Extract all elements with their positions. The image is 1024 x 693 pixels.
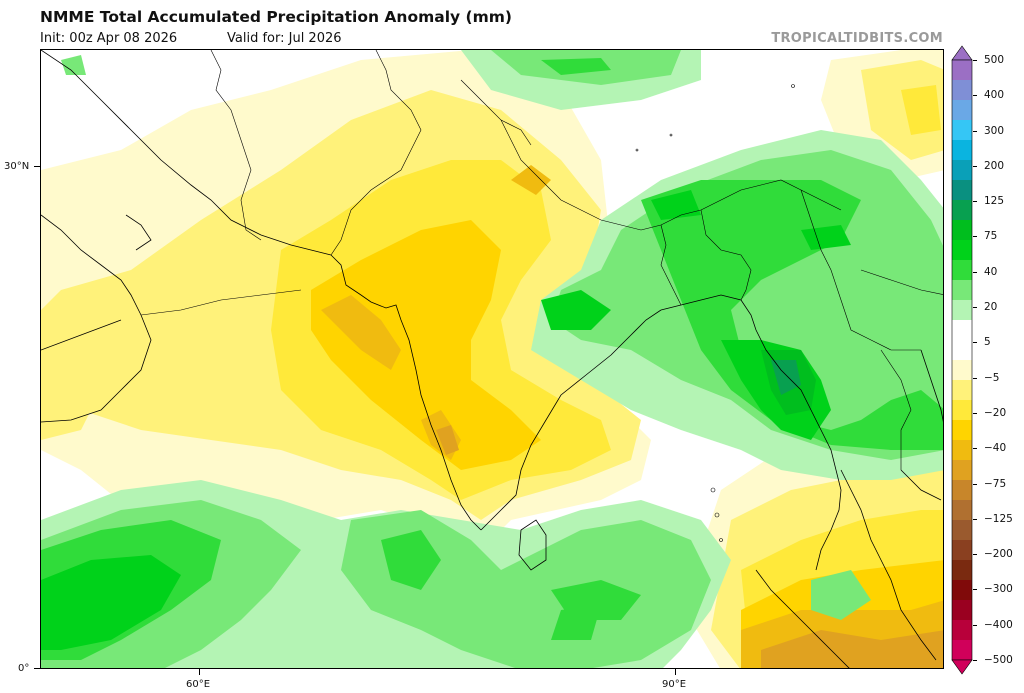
colorbar-segment: [952, 160, 972, 181]
colorbar-label: 500: [984, 54, 1005, 66]
lon-tick-label: 90°E: [662, 679, 687, 690]
colorbar-label: 40: [984, 265, 998, 278]
lon-tick-mark: [675, 669, 676, 675]
colorbar-label: 75: [984, 230, 998, 243]
map-canvas: [41, 50, 943, 668]
colorbar-label: −75: [984, 477, 1007, 490]
colorbar: [951, 45, 973, 675]
anomaly-map: [40, 49, 944, 669]
lat-tick-mark: [34, 166, 40, 167]
colorbar-segment: [952, 280, 972, 301]
lat-tick-label: 0°: [18, 663, 30, 674]
colorbar-tick: [973, 271, 977, 273]
colorbar-segment: [952, 240, 972, 261]
lat-tick-label: 30°N: [4, 161, 30, 172]
colorbar-segment: [952, 380, 972, 401]
colorbar-segment: [952, 500, 972, 521]
colorbar-label: 125: [984, 195, 1005, 208]
colorbar-segment: [952, 60, 972, 81]
colorbar-tick: [973, 412, 977, 414]
colorbar-tick: [973, 554, 977, 556]
wet-anomaly-regions: [41, 50, 943, 668]
colorbar-segment: [952, 80, 972, 101]
lon-tick-mark: [199, 669, 200, 675]
colorbar-tick: [973, 95, 977, 97]
colorbar-label: 5: [984, 336, 991, 349]
colorbar-label: 20: [984, 301, 998, 314]
colorbar-segment: [952, 600, 972, 621]
colorbar-segment: [952, 480, 972, 501]
colorbar-segment: [952, 300, 972, 321]
map-title: NMME Total Accumulated Precipitation Ano…: [40, 8, 512, 26]
valid-time: Valid for: Jul 2026: [227, 31, 342, 46]
colorbar-segment: [952, 440, 972, 461]
colorbar-label: −300: [984, 583, 1013, 596]
colorbar-tick: [973, 236, 977, 238]
colorbar-segment: [952, 460, 972, 481]
colorbar-tick: [973, 448, 977, 450]
lon-tick-label: 60°E: [186, 679, 211, 690]
dry-anomaly-regions: [41, 50, 943, 668]
colorbar-extend-top: [951, 45, 973, 61]
colorbar-label: 400: [984, 89, 1005, 102]
lat-tick-mark: [34, 668, 40, 669]
colorbar-tick: [973, 624, 977, 626]
colorbar-segment: [952, 140, 972, 161]
colorbar-tick: [973, 589, 977, 591]
colorbar-tick: [973, 518, 977, 520]
colorbar-segment: [952, 200, 972, 221]
colorbar-segment: [952, 120, 972, 141]
colorbar-tick: [973, 307, 977, 309]
colorbar-segment: [952, 620, 972, 641]
colorbar-tick: [973, 60, 977, 61]
colorbar-segment: [952, 640, 972, 661]
colorbar-label: −40: [984, 442, 1007, 455]
colorbar-segment: [952, 420, 972, 441]
colorbar-tick: [973, 483, 977, 485]
colorbar-segment: [952, 520, 972, 541]
colorbar-segment: [952, 320, 972, 341]
colorbar-tick: [973, 130, 977, 132]
init-time: Init: 00z Apr 08 2026: [40, 31, 178, 46]
colorbar-segment: [952, 220, 972, 241]
colorbar-segment: [952, 400, 972, 421]
colorbar-tick: [973, 660, 977, 661]
islands: [635, 84, 795, 542]
colorbar-label: −5: [984, 371, 1000, 384]
colorbar-segment: [952, 260, 972, 281]
colorbar-tick: [973, 165, 977, 167]
colorbar-label: −125: [984, 512, 1013, 525]
coastlines: [41, 50, 943, 668]
colorbar-segment: [952, 180, 972, 201]
colorbar-label: −20: [984, 406, 1007, 419]
country-borders: [140, 50, 943, 470]
colorbar-segment: [952, 340, 972, 361]
colorbar-label: 300: [984, 124, 1005, 137]
colorbar-segment: [952, 100, 972, 121]
colorbar-segment: [952, 360, 972, 381]
colorbar-label: −400: [984, 618, 1013, 631]
colorbar-label: −500: [984, 654, 1013, 666]
colorbar-tick: [973, 377, 977, 379]
colorbar-extend-bottom: [951, 659, 973, 675]
colorbar-label: −200: [984, 548, 1013, 561]
colorbar-segment: [952, 540, 972, 561]
colorbar-segment: [952, 560, 972, 581]
colorbar-segment: [952, 580, 972, 601]
colorbar-label: 200: [984, 159, 1005, 172]
colorbar-tick: [973, 342, 977, 344]
colorbar-tick: [973, 201, 977, 203]
source-watermark: TROPICALTIDBITS.COM: [771, 31, 943, 46]
